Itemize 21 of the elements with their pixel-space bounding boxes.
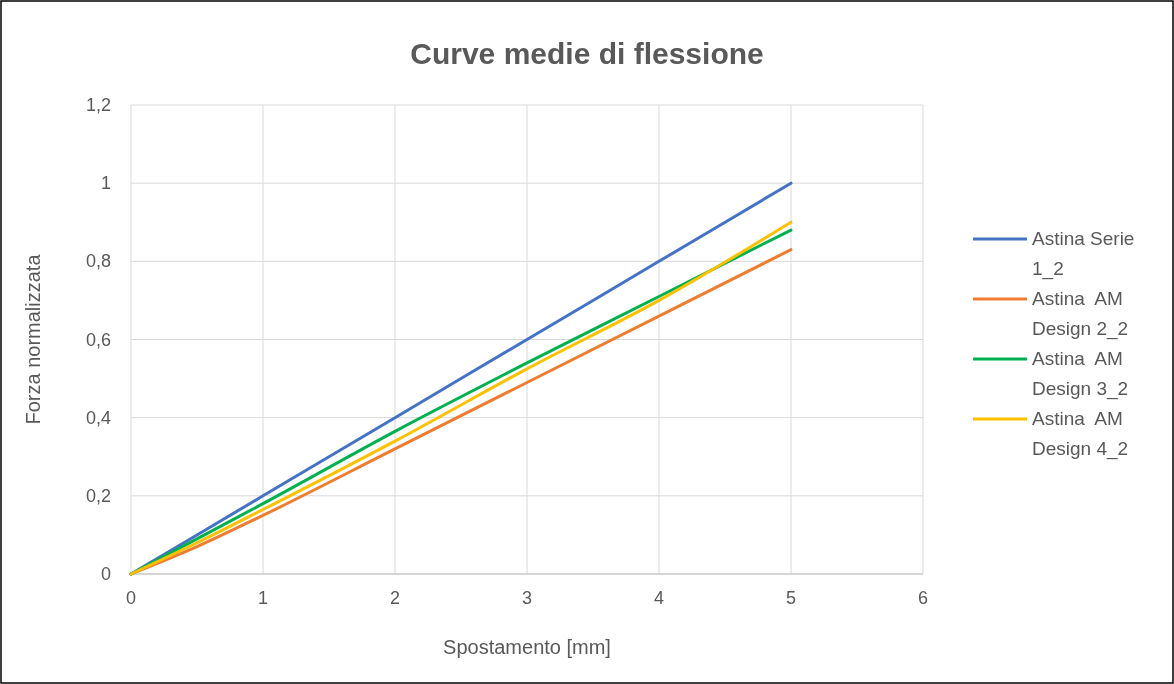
y-axis-title: Forza normalizzata (22, 253, 44, 425)
y-tick-label: 0,4 (85, 407, 111, 428)
legend-label: Astina AM Design 4_2 (1032, 408, 1129, 460)
legend-label: Astina AM Design 3_2 (1032, 348, 1129, 400)
y-tick-label: 0 (100, 564, 111, 584)
x-tick-label: 0 (125, 588, 137, 608)
x-tick-label: 3 (521, 588, 533, 608)
x-tick-label: 4 (653, 588, 665, 608)
y-tick-label: 0,2 (85, 485, 111, 506)
y-tick-label: 0,8 (85, 251, 111, 272)
x-axis-title: Spostamento [mm] (443, 636, 611, 658)
y-tick-label: 1 (100, 173, 111, 194)
legend-label: Astina AM Design 2_2 (1032, 288, 1129, 340)
x-tick-label: 5 (785, 588, 797, 608)
legend-label: Astina Serie 1_2 (1032, 228, 1135, 280)
y-tick-label: 1,2 (85, 95, 111, 115)
x-tick-label: 1 (257, 588, 269, 608)
x-tick-label: 6 (917, 588, 929, 608)
chart-title: Curve medie di flessione (410, 37, 764, 70)
y-tick-label: 0,6 (85, 329, 111, 350)
x-tick-label: 2 (389, 588, 401, 608)
